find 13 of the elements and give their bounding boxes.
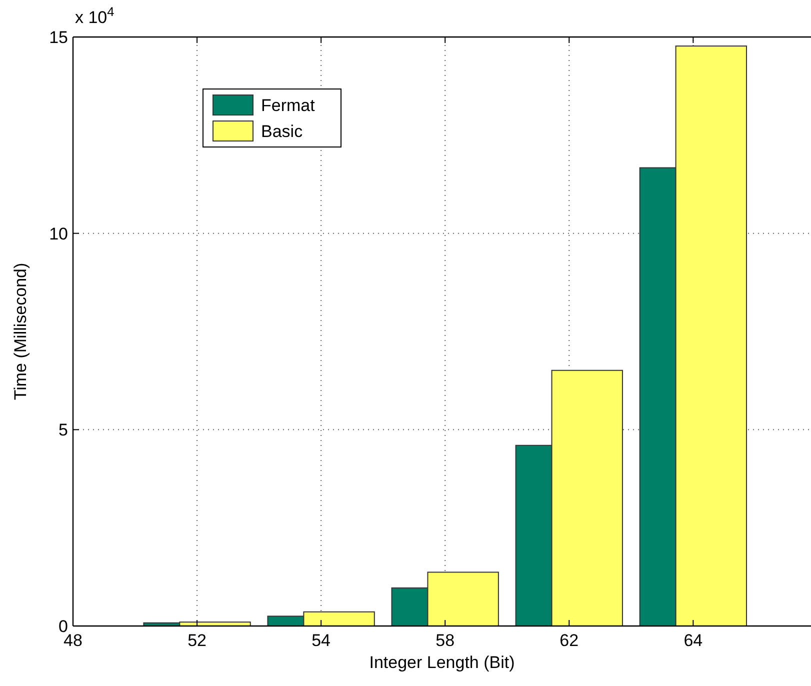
y-tick-label: 15 bbox=[49, 28, 68, 47]
legend-label: Fermat bbox=[261, 96, 316, 115]
y-tick-label: 5 bbox=[58, 420, 68, 440]
x-tick-label: 64 bbox=[684, 631, 703, 650]
x-axis-title: Integer Length (Bit) bbox=[369, 653, 515, 672]
x-tick-label: 54 bbox=[312, 631, 331, 650]
text: x 10$^{4}$ bbox=[75, 4, 114, 27]
x-tick-label: 52 bbox=[188, 631, 206, 650]
y-tick-label: 10 bbox=[49, 224, 68, 244]
x-tick-label: 58 bbox=[436, 631, 455, 650]
legend-label: Basic bbox=[261, 122, 304, 141]
x-tick-label: 62 bbox=[560, 631, 579, 650]
y-axis-title: Time (Millisecond) bbox=[11, 262, 30, 400]
